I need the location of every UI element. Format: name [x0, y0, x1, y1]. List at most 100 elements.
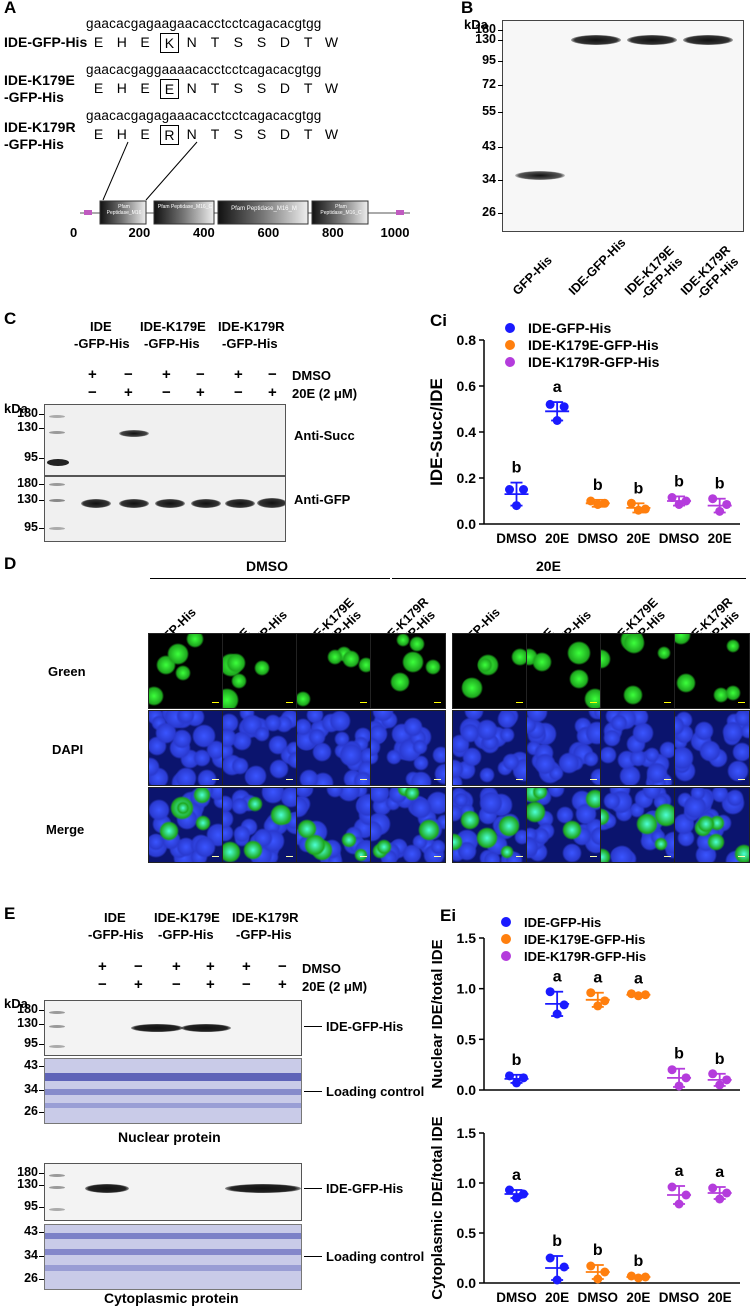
- marker-tick: [39, 484, 44, 485]
- scale-bar: [434, 702, 441, 703]
- data-point: [600, 1267, 610, 1277]
- group-label-line1: IDE-K179R: [232, 910, 299, 925]
- chart-ci: 0.0 0.2 0.4 0.6 0.8 IDE-Succ/IDE b DMSO a 20E b DMS…: [427, 320, 740, 546]
- marker-label: 130: [17, 1177, 38, 1191]
- axis-tick-label: 800: [322, 225, 344, 240]
- data-point: [708, 1183, 718, 1193]
- significance-letter: b: [552, 1233, 562, 1250]
- 20e-sign: +: [124, 384, 133, 401]
- y-tick-label: 0.5: [457, 1031, 477, 1047]
- data-point: [633, 1273, 643, 1283]
- x-tick-label: 20E: [545, 531, 569, 546]
- scale-bar: [360, 779, 367, 780]
- d-row-merge: Merge: [46, 822, 85, 837]
- data-point: [722, 1188, 732, 1198]
- 20e-sign: −: [162, 384, 171, 401]
- data-point: [626, 1271, 636, 1281]
- legend-label: IDE-K179E-GFP-His: [524, 932, 645, 947]
- marker-label: 72: [482, 77, 496, 91]
- d-row-dapi: DAPI: [52, 742, 84, 757]
- micrograph: [222, 633, 298, 709]
- data-point: [600, 996, 610, 1006]
- chart-ei-cytoplasmic: 0.0 0.5 1.0 1.5 Cytoplasmic IDE/total IDE a DM…: [429, 1116, 740, 1305]
- e-cyto-caption: Cytoplasmic protein: [104, 1290, 239, 1306]
- marker-tick: [39, 1279, 44, 1280]
- aa-residue: E: [93, 34, 104, 50]
- data-point: [512, 1078, 522, 1088]
- data-point: [505, 1185, 515, 1195]
- lane-label: IDE-K179E -GFP-His: [622, 243, 687, 308]
- significance-letter: a: [634, 971, 643, 988]
- aa-residue: S: [233, 34, 243, 50]
- marker-tick: [39, 414, 44, 415]
- x-tick-label: 20E: [708, 531, 732, 546]
- micrograph: [370, 787, 446, 863]
- data-point: [722, 1075, 732, 1085]
- marker-tick: [39, 500, 44, 501]
- significance-letter: b: [634, 1253, 644, 1270]
- e-dmso-label: DMSO: [302, 961, 341, 976]
- dmso-sign: +: [206, 958, 215, 975]
- data-point: [708, 1069, 718, 1079]
- micrograph: [148, 633, 224, 709]
- micrograph: [600, 710, 676, 786]
- micrograph: [452, 633, 528, 709]
- scale-bar: [664, 856, 671, 857]
- data-point: [708, 494, 718, 504]
- data-point: [640, 504, 650, 514]
- significance-letter: a: [715, 1164, 724, 1181]
- domain-1: Pfam Peptidase_M16: [106, 204, 142, 216]
- aa-residue: S: [233, 80, 243, 96]
- domain-3: Pfam Peptidase_M16_M: [231, 206, 297, 212]
- marker-label: 95: [24, 1036, 38, 1050]
- data-point: [586, 1261, 596, 1271]
- row2-seq: gaacacgaggaaaacacctcctcagacacgtgg: [86, 62, 322, 77]
- micrograph: [526, 633, 602, 709]
- x-tick-label: 20E: [708, 1290, 732, 1305]
- data-point: [626, 498, 636, 508]
- micrograph: [296, 787, 372, 863]
- e-loading-label-1: Loading control: [326, 1084, 425, 1099]
- marker-tick: [39, 528, 44, 529]
- lane-label: GFP-His: [510, 253, 555, 298]
- x-tick-label: 20E: [626, 531, 650, 546]
- group-label-line1: IDE: [104, 910, 126, 925]
- data-point: [559, 1000, 569, 1010]
- scale-bar: [212, 856, 219, 857]
- marker-label: 43: [24, 1224, 38, 1238]
- scale-bar: [434, 856, 441, 857]
- c-blot-gfp: [44, 476, 286, 542]
- row2-name-2: -GFP-His: [4, 89, 64, 105]
- micrograph: [600, 787, 676, 863]
- scale-bar: [212, 779, 219, 780]
- data-point: [545, 399, 555, 409]
- 20e-sign: −: [234, 384, 243, 401]
- scale-bar: [738, 779, 745, 780]
- data-point: [715, 1194, 725, 1204]
- marker-tick: [498, 85, 503, 86]
- group-label-line2: -GFP-His: [74, 336, 130, 351]
- marker-label: 55: [482, 104, 496, 118]
- y-tick-label: 0.8: [457, 332, 477, 348]
- legend-label: IDE-K179E-GFP-His: [528, 337, 659, 353]
- significance-letter: b: [593, 1242, 603, 1259]
- data-point: [681, 1073, 691, 1083]
- micrograph: [452, 710, 528, 786]
- significance-letter: b: [634, 480, 644, 497]
- scale-bar: [286, 702, 293, 703]
- y-axis-label: IDE-Succ/IDE: [427, 378, 446, 486]
- aa-residue: H: [116, 34, 127, 50]
- e-loading-line-1: [304, 1091, 322, 1092]
- y-tick-label: 0.4: [457, 424, 477, 440]
- group-label-line2: -GFP-His: [222, 336, 278, 351]
- marker-tick: [39, 1256, 44, 1257]
- marker-label: 34: [24, 1082, 38, 1096]
- scale-bar: [516, 779, 523, 780]
- aa-residue: R: [159, 125, 179, 145]
- data-point: [593, 1274, 603, 1284]
- micrograph: [370, 633, 446, 709]
- dmso-sign: +: [234, 366, 243, 383]
- marker-label: 180: [17, 1002, 38, 1016]
- row1-seq: gaacacgagaagaacacctcctcagacacgtgg: [86, 16, 322, 31]
- marker-label: 95: [24, 520, 38, 534]
